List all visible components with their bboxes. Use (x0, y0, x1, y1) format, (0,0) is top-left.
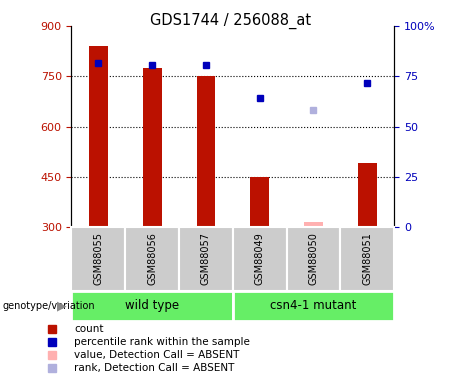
Text: ▶: ▶ (57, 299, 67, 312)
Bar (125, 227, 179, 291)
Bar (233, 291, 394, 321)
Bar (89, 46, 108, 227)
Text: rank, Detection Call = ABSENT: rank, Detection Call = ABSENT (74, 363, 234, 374)
Text: count: count (74, 324, 103, 334)
Text: GSM88051: GSM88051 (362, 232, 372, 285)
Bar (250, 177, 269, 227)
Text: percentile rank within the sample: percentile rank within the sample (74, 337, 250, 347)
Bar (143, 68, 161, 227)
Bar (179, 227, 233, 291)
Text: csn4-1 mutant: csn4-1 mutant (270, 299, 357, 312)
Bar (287, 227, 340, 291)
Text: GSM88050: GSM88050 (308, 232, 319, 285)
Text: GDS1744 / 256088_at: GDS1744 / 256088_at (150, 13, 311, 29)
Text: wild type: wild type (125, 299, 179, 312)
Text: value, Detection Call = ABSENT: value, Detection Call = ABSENT (74, 350, 239, 360)
Bar (358, 164, 377, 227)
Text: GSM88055: GSM88055 (93, 232, 103, 285)
Bar (233, 227, 287, 291)
Bar (71, 291, 233, 321)
Text: genotype/variation: genotype/variation (2, 301, 95, 310)
Bar (71, 227, 125, 291)
Bar (340, 227, 394, 291)
Text: GSM88049: GSM88049 (254, 232, 265, 285)
Bar (304, 222, 323, 227)
Text: GSM88057: GSM88057 (201, 232, 211, 285)
Bar (196, 76, 215, 227)
Text: GSM88056: GSM88056 (147, 232, 157, 285)
